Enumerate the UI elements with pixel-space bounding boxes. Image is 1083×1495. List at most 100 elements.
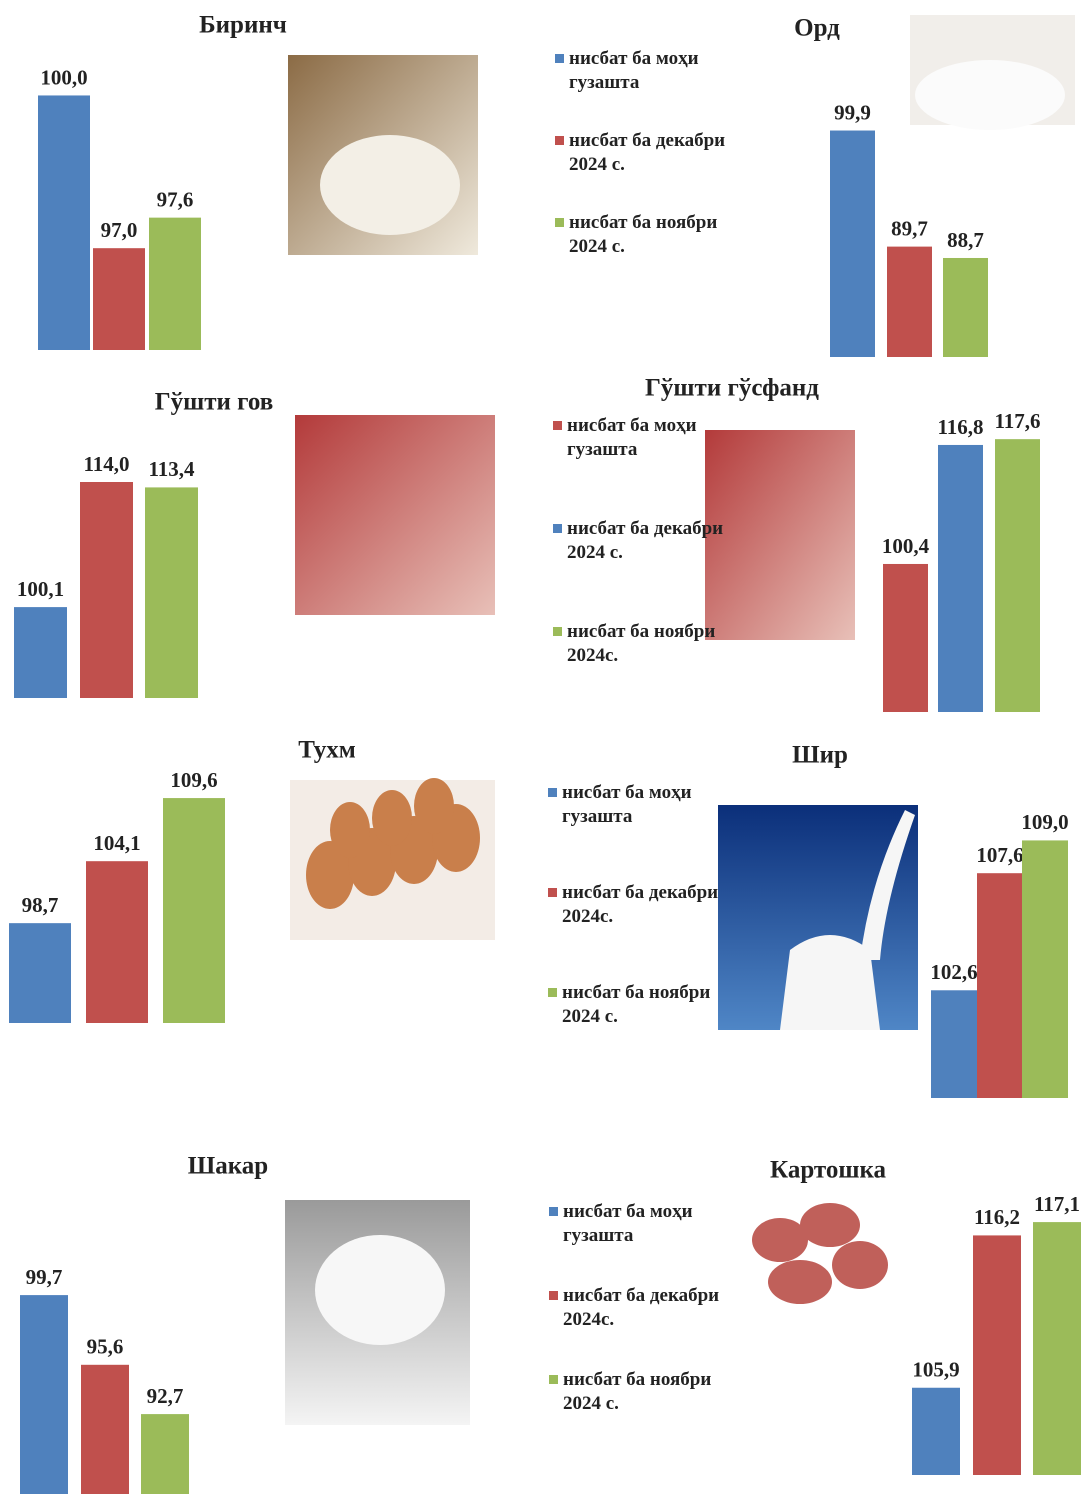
legend-entry: нисбат ба декабри 2024с. (548, 881, 722, 929)
legend-label: нисбат ба моҳи гузашта (562, 782, 692, 827)
data-label: 114,0 (83, 452, 129, 476)
legend-entry: нисбат ба ноябри 2024с. (553, 620, 727, 668)
legend-label: нисбат ба ноябри 2024 с. (562, 982, 711, 1027)
bar (38, 95, 90, 350)
legend-swatch (555, 136, 564, 145)
potatoes (752, 1203, 888, 1304)
legend-swatch (549, 1291, 558, 1300)
data-label: 116,2 (974, 1205, 1020, 1229)
bar (1022, 840, 1068, 1098)
bar (931, 990, 977, 1098)
chart-title: Картошка (770, 1157, 886, 1184)
data-label: 98,7 (22, 893, 59, 917)
legend-swatch (548, 788, 557, 797)
rice-pile (320, 135, 460, 235)
chart-title: Шакар (188, 1153, 268, 1180)
bar (163, 798, 225, 1023)
data-label: 117,1 (1034, 1192, 1080, 1216)
legend-label: нисбат ба декабри 2024 с. (569, 130, 726, 175)
data-label: 100,0 (40, 65, 87, 89)
legend-swatch (549, 1375, 558, 1384)
data-label: 104,1 (93, 831, 140, 855)
data-label: 117,6 (994, 409, 1040, 433)
sugar-spoon (315, 1235, 445, 1345)
bar (912, 1387, 960, 1475)
legend-label: нисбат ба декабри 2024 с. (567, 518, 724, 563)
lamb-image (705, 430, 855, 640)
bar (14, 607, 67, 698)
data-label: 109,0 (1021, 810, 1068, 834)
chart-title: Биринч (199, 12, 287, 39)
bar (973, 1235, 1021, 1475)
legend-swatch (555, 218, 564, 227)
legend-swatch (553, 627, 562, 636)
legend-label: нисбат ба ноябри 2024с. (567, 621, 716, 666)
bar (20, 1295, 68, 1494)
legend-entry: нисбат ба ноябри 2024 с. (548, 981, 722, 1029)
legend-swatch (555, 54, 564, 63)
legend-label: нисбат ба моҳи гузашта (569, 48, 699, 93)
eggs (306, 778, 480, 909)
legend-entry: нисбат ба моҳи гузашта (555, 47, 729, 95)
chart-title: Гўшти гўсфанд (645, 375, 819, 402)
bar (887, 246, 932, 357)
bar (86, 861, 148, 1023)
chart-title: Гўшти гов (155, 389, 274, 416)
bar (977, 873, 1023, 1098)
legend-swatch (548, 988, 557, 997)
chart-title: Шир (792, 742, 848, 769)
bar (81, 1364, 129, 1494)
legend-swatch (549, 1207, 558, 1216)
legend-label: нисбат ба декабри 2024с. (563, 1285, 720, 1330)
legend-entry: нисбат ба ноябри 2024 с. (549, 1368, 723, 1416)
legend-swatch (548, 888, 557, 897)
data-label: 100,4 (882, 534, 930, 558)
data-label: 99,7 (26, 1265, 63, 1289)
bar (80, 482, 133, 698)
legend-swatch (553, 524, 562, 533)
chart-title: Орд (794, 15, 840, 42)
legend-label: нисбат ба моҳи гузашта (563, 1201, 693, 1246)
data-label: 102,6 (930, 960, 977, 984)
bar (938, 444, 983, 712)
data-label: 95,6 (87, 1335, 124, 1359)
bar (943, 257, 988, 357)
legend-entry: нисбат ба декабри 2024 с. (555, 129, 729, 177)
bar (141, 1414, 189, 1494)
legend-entry: нисбат ба моҳи гузашта (549, 1200, 723, 1248)
bar (9, 923, 71, 1023)
bar (93, 248, 145, 350)
bar (883, 563, 928, 712)
legend-entry: нисбат ба ноябри 2024 с. (555, 211, 729, 259)
data-label: 113,4 (148, 457, 195, 481)
legend-label: нисбат ба ноябри 2024 с. (563, 1369, 712, 1414)
data-label: 109,6 (170, 768, 217, 792)
legend-label: нисбат ба моҳи гузашта (567, 415, 697, 460)
chart-title: Тухм (298, 737, 355, 764)
data-label: 107,6 (976, 843, 1023, 867)
data-label: 97,0 (101, 218, 138, 242)
legend-entry: нисбат ба декабри 2024 с. (553, 517, 727, 565)
data-label: 99,9 (834, 100, 871, 124)
bar (1033, 1222, 1081, 1475)
bar (830, 130, 875, 357)
flour-pile (915, 60, 1065, 130)
legend-entry: нисбат ба моҳи гузашта (548, 781, 722, 829)
legend-entry: нисбат ба декабри 2024с. (549, 1284, 723, 1332)
data-label: 105,9 (912, 1358, 959, 1382)
data-label: 100,1 (17, 577, 64, 601)
bar (145, 487, 198, 698)
bar (995, 439, 1040, 712)
data-label: 88,7 (947, 228, 984, 252)
data-label: 97,6 (157, 187, 194, 211)
bar (149, 217, 201, 350)
data-label: 116,8 (937, 415, 983, 439)
legend-swatch (553, 421, 562, 430)
data-label: 92,7 (147, 1384, 184, 1408)
data-label: 89,7 (891, 216, 928, 240)
legend-label: нисбат ба декабри 2024с. (562, 882, 719, 927)
milk-splash (780, 810, 915, 1030)
legend-label: нисбат ба ноябри 2024 с. (569, 212, 718, 257)
